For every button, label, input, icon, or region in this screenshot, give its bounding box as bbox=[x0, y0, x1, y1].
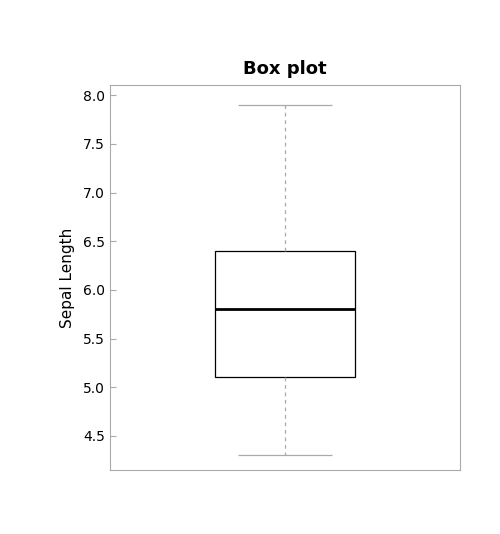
Title: Box plot: Box plot bbox=[243, 60, 327, 78]
Y-axis label: Sepal Length: Sepal Length bbox=[60, 227, 75, 328]
Bar bbox=[215, 251, 355, 378]
